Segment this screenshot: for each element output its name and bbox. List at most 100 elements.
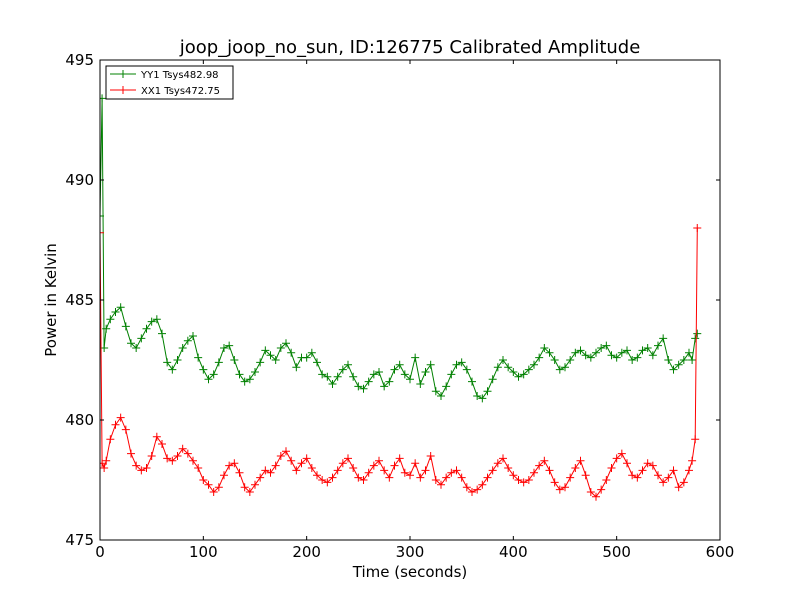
data-point [328,473,337,482]
data-point [158,329,166,338]
legend-label: XX1 Tsys472.75 [141,86,220,97]
data-point [142,324,151,333]
data-point [442,473,451,482]
data-point [235,468,244,477]
data-point [524,476,533,484]
y-tick-label: 490 [65,171,94,189]
data-point [421,466,430,475]
data-point [116,303,125,312]
data-point [127,339,135,348]
y-tick-label: 495 [65,51,94,69]
data-point [400,468,409,477]
data-point [127,449,135,458]
data-point [473,485,482,494]
data-point [612,454,621,463]
chart-title: joop_joop_no_sun, ID:126775 Calibrated A… [179,37,641,58]
data-point [468,377,476,386]
data-point [380,466,389,475]
data-point [121,322,130,331]
data-point [447,370,456,379]
data-point [576,456,585,465]
data-point [261,466,270,475]
data-point [571,348,580,357]
plot-area [99,59,721,541]
data-point [204,480,213,489]
data-point [100,459,107,468]
data-point [307,348,316,357]
data-point [385,377,394,386]
data-point [102,456,111,465]
data-point [478,394,487,403]
data-point [121,425,130,434]
data-point [147,452,156,460]
data-point [617,348,626,357]
data-point [679,478,688,487]
x-axis: 0 100 200 300 400 500 600 [95,60,734,561]
data-point [276,344,285,352]
data-point [488,466,497,475]
data-point [354,473,363,482]
data-point [240,483,249,492]
data-point [462,483,471,492]
x-tick-label: 200 [292,543,321,561]
data-point [638,466,647,475]
data-point [654,471,662,480]
x-tick-label: 600 [706,543,735,561]
data-point [276,452,285,460]
data-point [323,372,332,381]
data-point [235,370,244,379]
data-point [581,471,590,480]
data-point [571,464,580,472]
data-point [142,464,151,472]
data-point [132,461,141,470]
data-point [100,228,104,237]
data-point [271,356,280,364]
data-point [178,344,187,352]
data-point [328,380,337,388]
data-point [333,372,342,381]
data-point [643,459,652,468]
data-point [261,346,270,355]
series-line [100,98,698,400]
data-point [369,370,378,379]
data-point [550,356,559,364]
data-point [493,459,502,468]
data-point [307,464,316,472]
data-point [540,456,549,465]
data-point [693,329,702,338]
data-point [271,461,280,470]
data-point [189,332,197,340]
data-point [545,466,554,475]
data-point [514,476,523,484]
data-point [220,471,228,480]
data-point [152,432,161,441]
data-point [628,356,637,364]
data-point [691,334,700,343]
data-point [555,365,564,374]
data-point [375,368,383,376]
data-point [240,377,249,386]
data-point [679,356,688,364]
data-point [576,346,585,355]
data-point [359,384,368,393]
x-tick-label: 100 [189,543,218,561]
data-point [602,341,611,350]
data-point [395,454,404,463]
data-point [116,413,125,422]
data-point [617,449,626,458]
plot-frame [99,59,721,541]
legend-label: YY1 Tsys482.98 [140,70,219,81]
data-point [152,315,161,324]
data-point [395,360,404,369]
legend-marker [119,86,127,94]
data-point [648,461,657,470]
data-point [483,387,492,396]
data-point [659,478,668,487]
data-point [302,454,311,463]
data-point [457,358,466,367]
data-point [504,464,513,472]
data-point [385,473,394,482]
data-point [473,392,482,400]
data-point [431,476,440,484]
data-point [669,365,678,374]
